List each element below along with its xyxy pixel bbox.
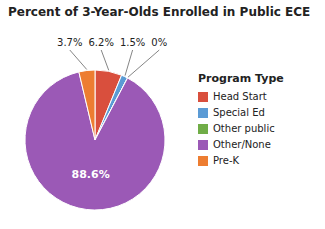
legend-swatch	[198, 124, 208, 134]
data-label: 3.7%	[57, 37, 82, 48]
wedge	[79, 70, 95, 140]
leader-line	[125, 50, 133, 76]
data-label: 1.5%	[120, 37, 145, 48]
data-label: 0%	[151, 37, 167, 48]
title: Percent of 3-Year-Olds Enrolled in Publi…	[8, 5, 310, 19]
data-label: 6.2%	[88, 37, 113, 48]
leader-line	[70, 50, 87, 69]
legend-swatch	[198, 156, 208, 166]
data-label: 88.6%	[72, 168, 110, 181]
chart: Percent of 3-Year-Olds Enrolled in Publi…	[0, 0, 325, 229]
data-labels: 88.6% 6.2% 1.5% 0% 3.7%	[57, 37, 167, 181]
legend-label: Special Ed	[213, 107, 265, 118]
legend-swatch	[198, 92, 208, 102]
leader-line	[101, 50, 109, 70]
legend-label: Other public	[213, 123, 275, 134]
legend-title: Program Type	[198, 72, 284, 85]
legend-label: Other/None	[213, 139, 271, 150]
leader-line	[128, 50, 159, 77]
legend-swatch	[198, 108, 208, 118]
legend-label: Head Start	[213, 91, 267, 102]
legend-label: Pre-K	[213, 155, 240, 166]
pie	[25, 70, 165, 210]
legend-swatch	[198, 140, 208, 150]
legend: Program Type Head Start Special Ed Other pu…	[198, 72, 284, 166]
